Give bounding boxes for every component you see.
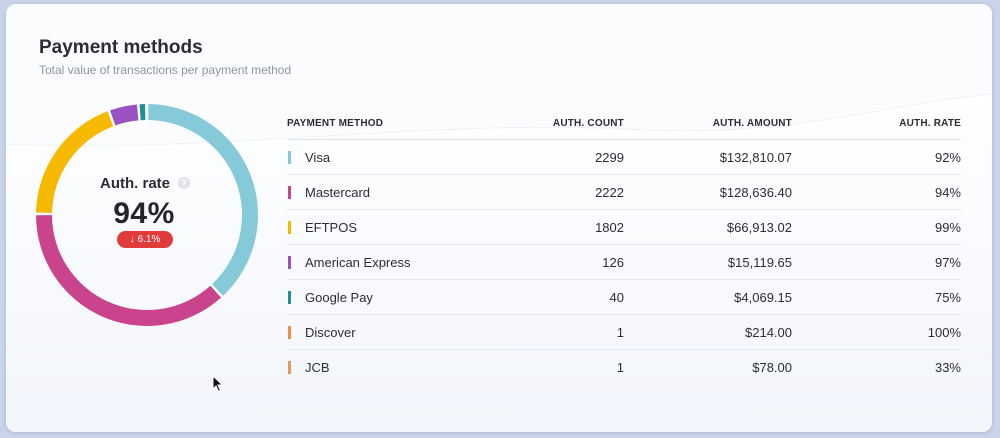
auth-amount-cell: $78.00 xyxy=(752,359,792,375)
table-row[interactable]: Google Pay 40 $4,069.15 75% xyxy=(287,279,961,315)
arrow-down-icon: ↓ xyxy=(129,234,135,245)
table-header-row: PAYMENT METHOD AUTH. COUNT AUTH. AMOUNT … xyxy=(287,108,961,140)
table-row[interactable]: Mastercard 2222 $128,636.40 94% xyxy=(287,174,961,210)
payment-method-name: Mastercard xyxy=(305,184,371,200)
donut-slice-visa[interactable] xyxy=(148,104,258,296)
auth-rate-cell: 97% xyxy=(792,244,961,280)
auth-rate-change-badge: ↓ 6.1% xyxy=(117,231,173,248)
question-icon[interactable]: ? xyxy=(178,177,190,189)
table-row[interactable]: EFTPOS 1802 $66,913.02 99% xyxy=(287,209,961,245)
auth-amount-cell: $214.00 xyxy=(624,314,792,350)
table-row[interactable]: JCB 1 $78.00 33% xyxy=(287,350,961,385)
auth-count-cell: 2222 xyxy=(507,174,624,210)
legend-swatch xyxy=(288,150,291,164)
legend-swatch xyxy=(288,290,291,304)
payment-method-name: American Express xyxy=(305,254,411,270)
auth-rate-change-value: 6.1% xyxy=(137,234,161,245)
auth-count-cell: 1 xyxy=(507,314,624,350)
legend-swatch xyxy=(288,255,291,269)
auth-count-cell: 1 xyxy=(616,359,624,375)
auth-rate-value: 94% xyxy=(113,197,175,230)
payment-method-name: Visa xyxy=(305,149,331,165)
auth-rate-cell: 92% xyxy=(792,139,961,175)
column-header-auth-amount[interactable]: AUTH. AMOUNT xyxy=(624,108,792,140)
auth-amount-cell: $66,913.02 xyxy=(624,209,792,245)
auth-rate-cell: 33% xyxy=(934,359,961,375)
donut-slice-eftpos[interactable] xyxy=(36,111,114,213)
donut-slice-google-pay[interactable] xyxy=(139,104,146,121)
auth-amount-cell: $4,069.15 xyxy=(624,279,792,315)
auth-count-cell: 40 xyxy=(507,279,624,315)
auth-amount-cell: $15,119.65 xyxy=(624,244,792,280)
auth-count-cell: 126 xyxy=(507,244,624,280)
auth-count-cell: 1802 xyxy=(507,209,624,245)
auth-rate-cell: 75% xyxy=(792,279,961,315)
auth-amount-cell: $128,636.40 xyxy=(624,174,792,210)
auth-rate-cell: 94% xyxy=(792,174,961,210)
auth-rate-label: Auth. rate xyxy=(100,175,171,192)
payment-method-name: EFTPOS xyxy=(305,219,358,235)
column-header-payment-method[interactable]: PAYMENT METHOD xyxy=(287,108,507,140)
payment-method-name: Google Pay xyxy=(305,289,373,305)
table-row[interactable]: Visa 2299 $132,810.07 92% xyxy=(287,139,961,175)
donut-slice-american-express[interactable] xyxy=(109,104,139,126)
payment-method-name: Discover xyxy=(305,324,356,340)
auth-rate-cell: 100% xyxy=(792,314,961,350)
table-row[interactable]: Discover 1 $214.00 100% xyxy=(287,314,961,350)
legend-swatch xyxy=(288,185,291,199)
auth-amount-cell: $132,810.07 xyxy=(624,139,792,175)
legend-swatch xyxy=(288,220,291,234)
legend-swatch xyxy=(288,360,291,374)
payment-method-name: JCB xyxy=(305,359,330,375)
auth-count-cell: 2299 xyxy=(507,139,624,175)
column-header-auth-count[interactable]: AUTH. COUNT xyxy=(507,108,624,140)
payment-methods-table: PAYMENT METHOD AUTH. COUNT AUTH. AMOUNT … xyxy=(287,108,961,384)
mouse-pointer-icon xyxy=(212,375,224,393)
auth-rate-cell: 99% xyxy=(792,209,961,245)
card-title: Payment methods xyxy=(39,37,203,58)
auth-amount-donut-chart xyxy=(36,104,258,326)
donut-slice-mastercard[interactable] xyxy=(36,215,222,326)
legend-swatch xyxy=(288,325,291,339)
column-header-auth-rate[interactable]: AUTH. RATE xyxy=(792,108,961,140)
card-subtitle: Total value of transactions per payment … xyxy=(39,63,292,77)
payment-methods-card: Payment methods Total value of transacti… xyxy=(6,4,992,432)
table-row[interactable]: American Express 126 $15,119.65 97% xyxy=(287,244,961,280)
